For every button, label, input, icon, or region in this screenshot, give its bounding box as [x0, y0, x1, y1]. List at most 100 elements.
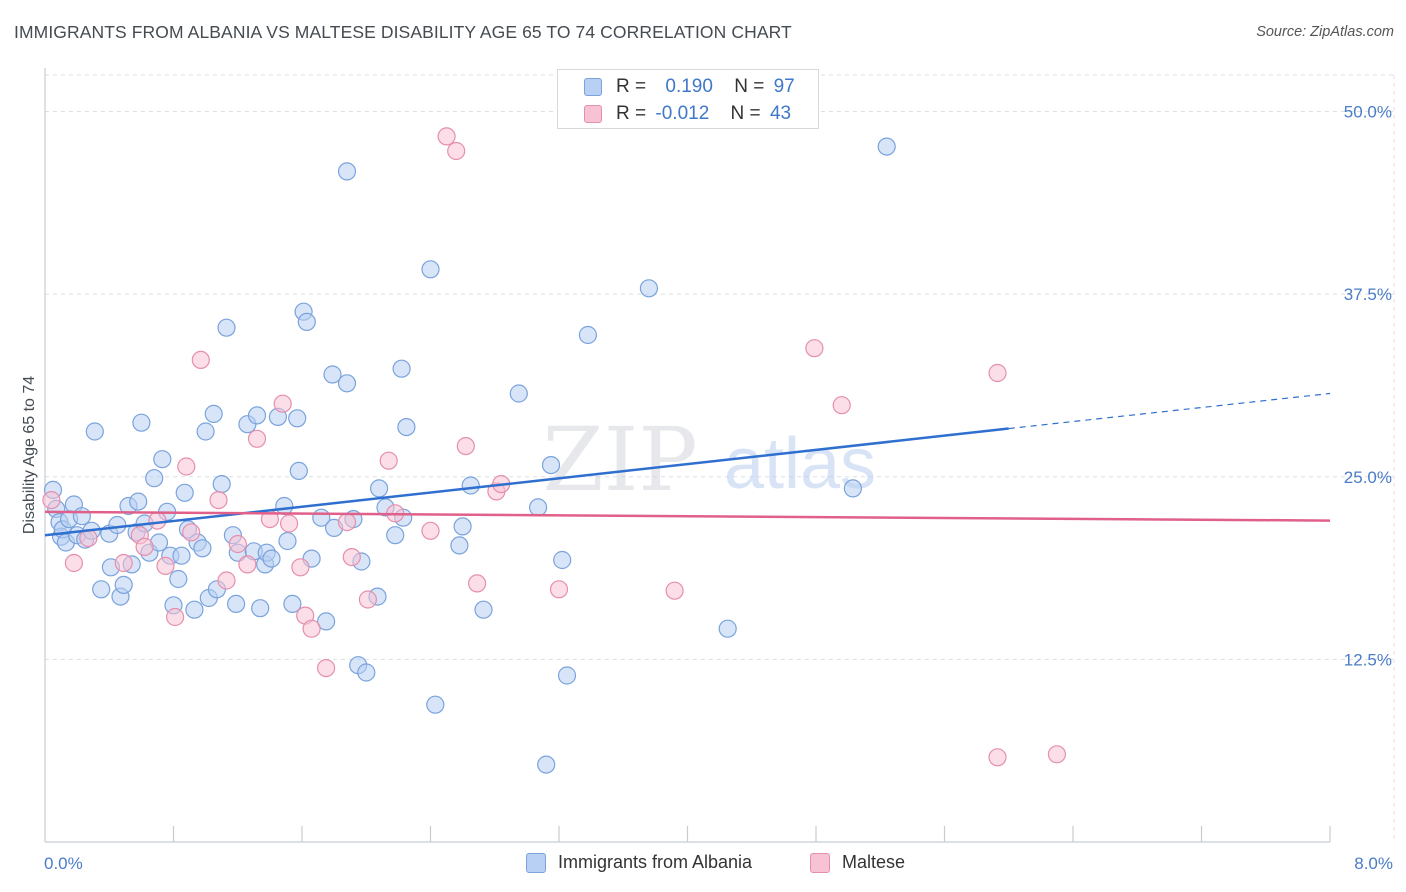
maltese-trend-line [44, 510, 1331, 522]
legend-n-label: N = [730, 103, 761, 124]
albania-point [145, 469, 164, 488]
series-swatch-pink [810, 853, 830, 873]
maltese-point [182, 523, 201, 542]
maltese-point [988, 363, 1007, 383]
maltese-point [437, 127, 456, 146]
maltese-point [114, 553, 133, 573]
albania-point [132, 413, 151, 432]
maltese-point [456, 437, 475, 456]
albania-point [153, 450, 172, 469]
albania-point [509, 384, 528, 403]
albania-point [72, 507, 92, 526]
albania-point [217, 318, 236, 337]
albania-point [114, 575, 133, 595]
albania-point [386, 526, 405, 545]
source-credit: Source: ZipAtlas.com [1256, 24, 1394, 40]
maltese-point [379, 451, 398, 470]
maltese-point [148, 511, 167, 530]
maltese-point [64, 553, 84, 573]
albania-point [283, 594, 302, 614]
albania-point [557, 666, 577, 685]
maltese-point [988, 748, 1007, 767]
albania-point [193, 539, 212, 558]
albania-point [528, 498, 548, 517]
albania-point [877, 137, 896, 156]
series-label-maltese: Maltese [842, 852, 906, 872]
legend-n-value: 43 [769, 103, 792, 124]
correlation-legend: R = 0.190 N = 97 R = -0.012 N = 43 [557, 69, 819, 129]
maltese-point [135, 537, 154, 557]
albania-point [288, 409, 307, 428]
albania-point [397, 418, 416, 437]
chart-title: IMMIGRANTS FROM ALBANIA VS MALTESE DISAB… [14, 22, 792, 42]
albania-point [317, 612, 336, 631]
albania-point [370, 479, 389, 498]
albania-point [275, 496, 294, 516]
y-tick-label: 37.5% [1344, 285, 1392, 304]
albania-point [196, 422, 215, 441]
albania-trend-extension [1008, 392, 1331, 430]
series-label-albania: Immigrants from Albania [558, 852, 753, 872]
watermark: ZIP atlas [542, 408, 876, 511]
maltese-point [805, 339, 824, 358]
y-tick-label: 25.0% [1344, 468, 1392, 487]
legend-n-value: 97 [773, 76, 795, 97]
maltese-point [166, 607, 185, 627]
albania-point [541, 456, 561, 475]
maltese-point [421, 521, 440, 540]
albania-point [453, 517, 472, 536]
legend-r-value: 0.190 [665, 76, 713, 97]
legend-swatch-blue [584, 78, 602, 96]
maltese-point [228, 534, 247, 554]
albania-point [323, 365, 342, 384]
albania-point [185, 600, 204, 619]
albania-point [392, 359, 411, 378]
albania-point [278, 531, 297, 551]
maltese-point [468, 574, 487, 593]
maltese-point [156, 556, 175, 576]
albania-point [537, 755, 556, 774]
maltese-point [291, 558, 310, 577]
y-tick-label: 12.5% [1344, 650, 1392, 669]
albania-point [129, 492, 148, 511]
albania-point [553, 550, 572, 570]
albania-point [578, 325, 598, 345]
albania-point [172, 546, 191, 565]
albania-point [212, 475, 231, 494]
legend-r-label: R = [616, 103, 647, 124]
y-axis-label: Disability Age 65 to 74 [21, 376, 38, 534]
maltese-point [191, 350, 210, 369]
albania-point [175, 483, 194, 502]
albania-point [289, 461, 308, 480]
maltese-point [247, 429, 267, 448]
watermark-zip: ZIP [542, 408, 697, 511]
albania-point [251, 599, 270, 618]
albania-point [450, 536, 469, 555]
albania-point [718, 619, 737, 638]
albania-trend-line [44, 427, 1009, 537]
maltese-point [549, 580, 569, 599]
albania-point [297, 312, 316, 331]
albania-point [474, 600, 493, 619]
albania-point [639, 279, 659, 298]
maltese-point [217, 571, 236, 590]
maltese-point [42, 491, 61, 510]
legend-swatch-pink [584, 105, 602, 123]
albania-point [843, 479, 863, 498]
albania-point [426, 695, 445, 714]
maltese-point [273, 394, 292, 413]
albania-point [337, 374, 357, 393]
albania-point [204, 404, 223, 423]
maltese-point [337, 512, 357, 532]
albania-point [461, 476, 480, 495]
x-tick-label-min: 0.0% [44, 854, 83, 873]
maltese-point [342, 547, 361, 567]
albania-point [227, 594, 246, 614]
albania-point [262, 549, 281, 568]
maltese-point [665, 581, 684, 600]
x-tick-label-max: 8.0% [1354, 854, 1393, 873]
albania-point [92, 580, 111, 599]
albania-point [85, 422, 104, 441]
albania-point [169, 569, 188, 589]
